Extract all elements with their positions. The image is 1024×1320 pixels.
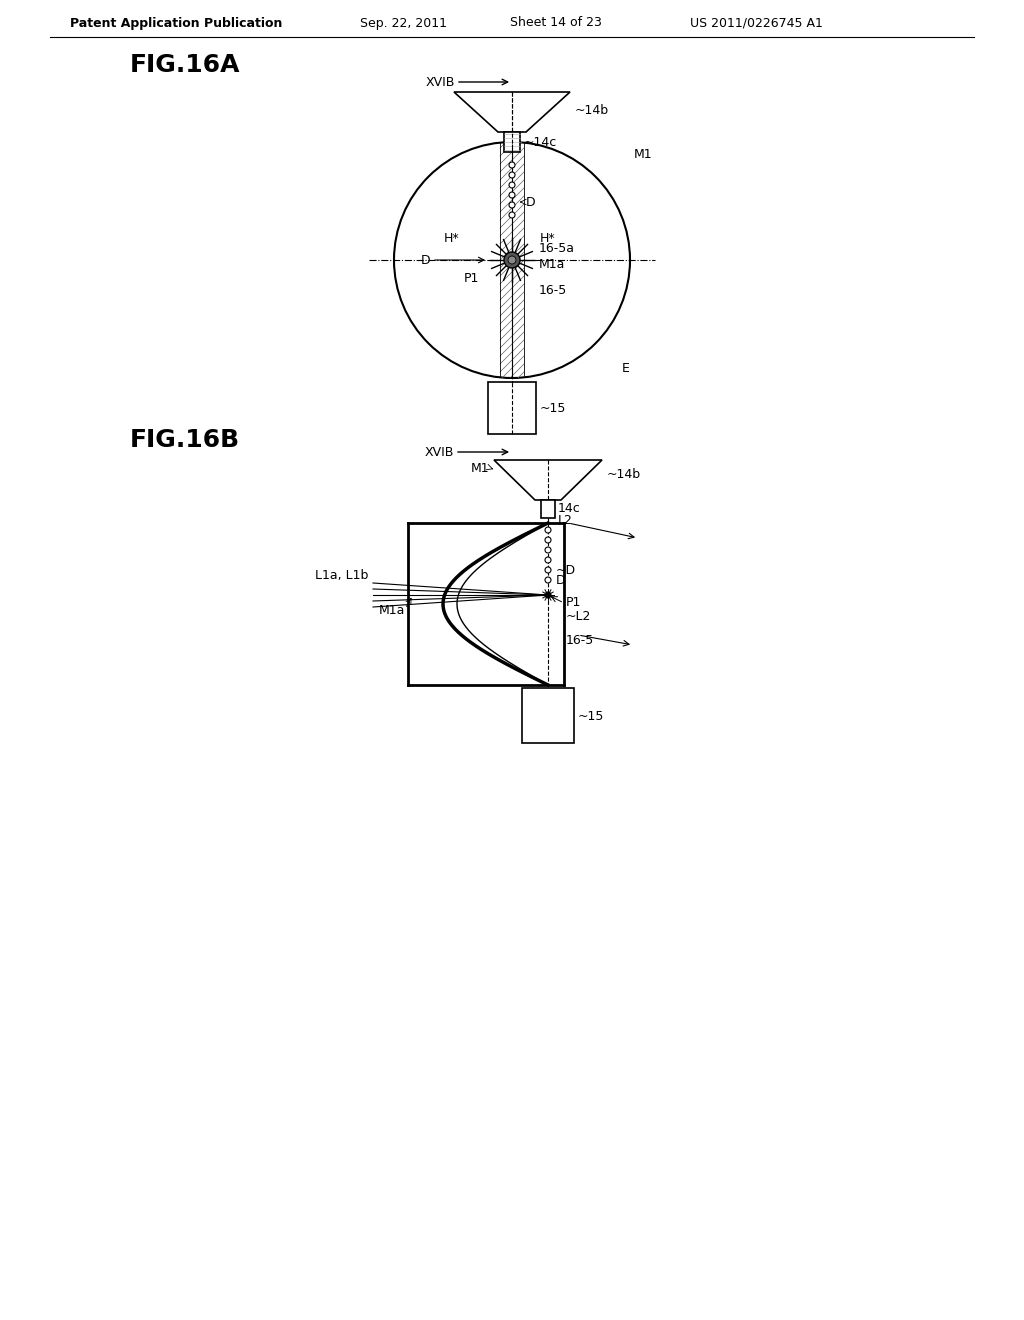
Text: L1a, L1b: L1a, L1b bbox=[314, 569, 368, 582]
Text: FIG.16B: FIG.16B bbox=[130, 428, 240, 451]
Text: US 2011/0226745 A1: US 2011/0226745 A1 bbox=[690, 16, 823, 29]
Text: ~D: ~D bbox=[556, 564, 577, 577]
Text: H*: H* bbox=[444, 231, 460, 244]
Text: M1a: M1a bbox=[539, 257, 565, 271]
Text: 16-5: 16-5 bbox=[566, 634, 594, 647]
Text: Sheet 14 of 23: Sheet 14 of 23 bbox=[510, 16, 602, 29]
Circle shape bbox=[509, 202, 515, 209]
Text: XVIB: XVIB bbox=[425, 446, 454, 458]
Text: L2: L2 bbox=[558, 513, 572, 527]
Text: ~14b: ~14b bbox=[607, 469, 641, 482]
Circle shape bbox=[509, 191, 515, 198]
Text: E: E bbox=[622, 362, 630, 375]
Circle shape bbox=[545, 591, 551, 598]
Text: P1: P1 bbox=[464, 272, 479, 285]
Bar bbox=[504, 132, 520, 152]
Text: P1: P1 bbox=[566, 597, 582, 610]
Circle shape bbox=[545, 557, 551, 564]
Text: ~14c: ~14c bbox=[524, 136, 557, 149]
Bar bbox=[522, 688, 574, 743]
Circle shape bbox=[508, 256, 516, 264]
Text: D: D bbox=[526, 195, 536, 209]
Circle shape bbox=[504, 252, 520, 268]
Circle shape bbox=[545, 577, 551, 583]
Circle shape bbox=[545, 546, 551, 553]
Text: Sep. 22, 2011: Sep. 22, 2011 bbox=[360, 16, 447, 29]
Circle shape bbox=[509, 172, 515, 178]
Text: M1a: M1a bbox=[379, 605, 406, 618]
Text: FIG.16A: FIG.16A bbox=[130, 53, 241, 77]
Circle shape bbox=[545, 527, 551, 533]
Text: M1: M1 bbox=[470, 462, 489, 474]
Text: XVIB: XVIB bbox=[426, 75, 455, 88]
Text: 16-5: 16-5 bbox=[539, 284, 567, 297]
Text: ~15: ~15 bbox=[540, 401, 566, 414]
Circle shape bbox=[509, 162, 515, 168]
Circle shape bbox=[394, 143, 630, 378]
Text: H*: H* bbox=[540, 231, 556, 244]
Text: ~14b: ~14b bbox=[575, 103, 609, 116]
Polygon shape bbox=[494, 459, 602, 500]
Text: Patent Application Publication: Patent Application Publication bbox=[70, 16, 283, 29]
Circle shape bbox=[509, 182, 515, 187]
Text: ~L2: ~L2 bbox=[566, 610, 592, 623]
Circle shape bbox=[509, 213, 515, 218]
Polygon shape bbox=[454, 92, 570, 132]
Bar bbox=[488, 381, 536, 434]
Bar bbox=[541, 500, 555, 517]
Circle shape bbox=[545, 568, 551, 573]
Text: ~15: ~15 bbox=[578, 710, 604, 722]
Text: M1: M1 bbox=[634, 148, 652, 161]
Text: D: D bbox=[556, 573, 565, 586]
Text: 14c: 14c bbox=[558, 503, 581, 516]
Text: D: D bbox=[421, 253, 430, 267]
Text: 16-5a: 16-5a bbox=[539, 242, 575, 255]
Circle shape bbox=[545, 537, 551, 543]
